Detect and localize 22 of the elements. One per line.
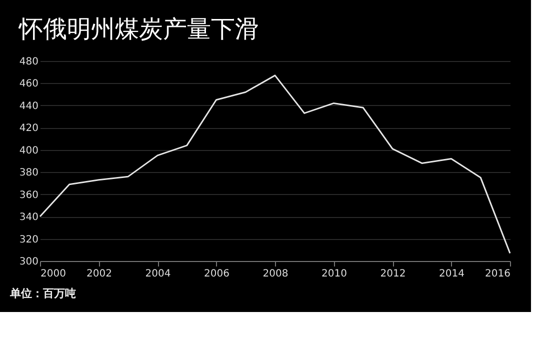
y-tick-label: 380 <box>19 168 38 179</box>
line-series <box>39 74 511 254</box>
y-tick-label: 420 <box>19 123 38 134</box>
y-tick-label: 320 <box>19 234 38 246</box>
x-tick-label: 2008 <box>262 268 288 280</box>
y-tick-label: 360 <box>19 190 38 201</box>
chart-title: 怀俄明州煤炭产量下滑 <box>18 15 259 43</box>
y-tick-label: 400 <box>19 145 38 156</box>
y-tick-label: 300 <box>19 256 38 268</box>
text: 单位：百万吨 <box>9 287 76 300</box>
x-tick-label: 2010 <box>322 268 347 280</box>
x-tick-label: 2006 <box>204 268 230 280</box>
x-tick-label: 2004 <box>145 268 171 280</box>
x-tick-label: 2012 <box>380 268 406 280</box>
y-tick-label: 480 <box>19 56 38 68</box>
x-tick-label: 2002 <box>86 268 112 280</box>
y-tick-label: 440 <box>19 100 38 112</box>
y-tick-label: 460 <box>19 78 38 90</box>
x-tick-label: 2000 <box>40 268 66 280</box>
y-tick-label: 340 <box>19 212 38 224</box>
x-tick-label: 2016 <box>485 268 510 280</box>
x-tick-label: 2014 <box>439 268 464 280</box>
